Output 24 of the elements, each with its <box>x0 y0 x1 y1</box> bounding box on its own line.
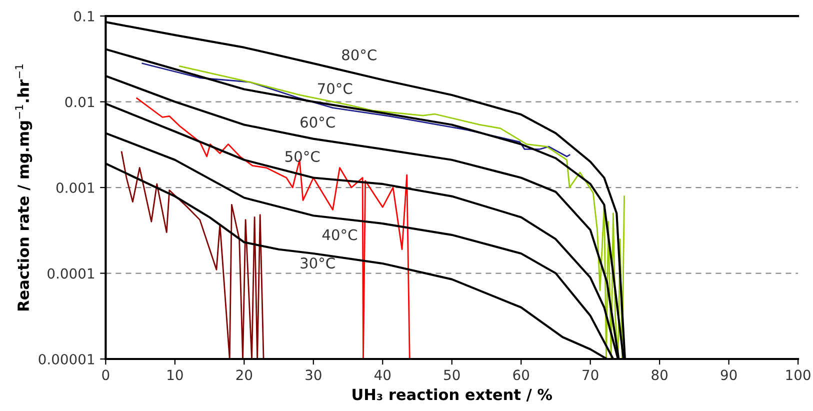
series-label: 40°C <box>322 229 357 240</box>
x-tick-label: 70 <box>582 370 598 380</box>
series-label: 80°C <box>342 49 376 60</box>
x-tick-label: 10 <box>168 370 183 380</box>
x-tick-label: 100 <box>786 370 810 380</box>
y-tick-label: 0.00001 <box>38 354 94 364</box>
x-tick-label: 30 <box>306 370 322 380</box>
y-tick-label: 0.001 <box>56 182 94 193</box>
x-tick-label: 60 <box>513 370 530 380</box>
y-axis-title: Reaction rate / mg.mg$^{−1}$.hr$^{−1}$ <box>15 64 32 311</box>
series-label: 30°C <box>300 258 335 269</box>
x-tick-label: 20 <box>236 370 252 380</box>
x-tick-label: 0 <box>102 370 110 380</box>
series-label: 60°C <box>300 116 335 128</box>
x-axis-title: UH₃ reaction extent / % <box>352 388 552 402</box>
series-label: 50°C <box>285 150 320 162</box>
x-tick-label: 40 <box>374 370 391 380</box>
y-tick-label: 0.0001 <box>48 268 94 279</box>
x-tick-label: 80 <box>652 370 668 380</box>
x-tick-label: 90 <box>720 370 737 380</box>
x-tick-label: 50 <box>444 370 460 380</box>
y-tick-label: 0.01 <box>65 96 94 108</box>
series-label: 70°C <box>318 83 352 94</box>
y-tick-label: 0.1 <box>74 11 94 22</box>
